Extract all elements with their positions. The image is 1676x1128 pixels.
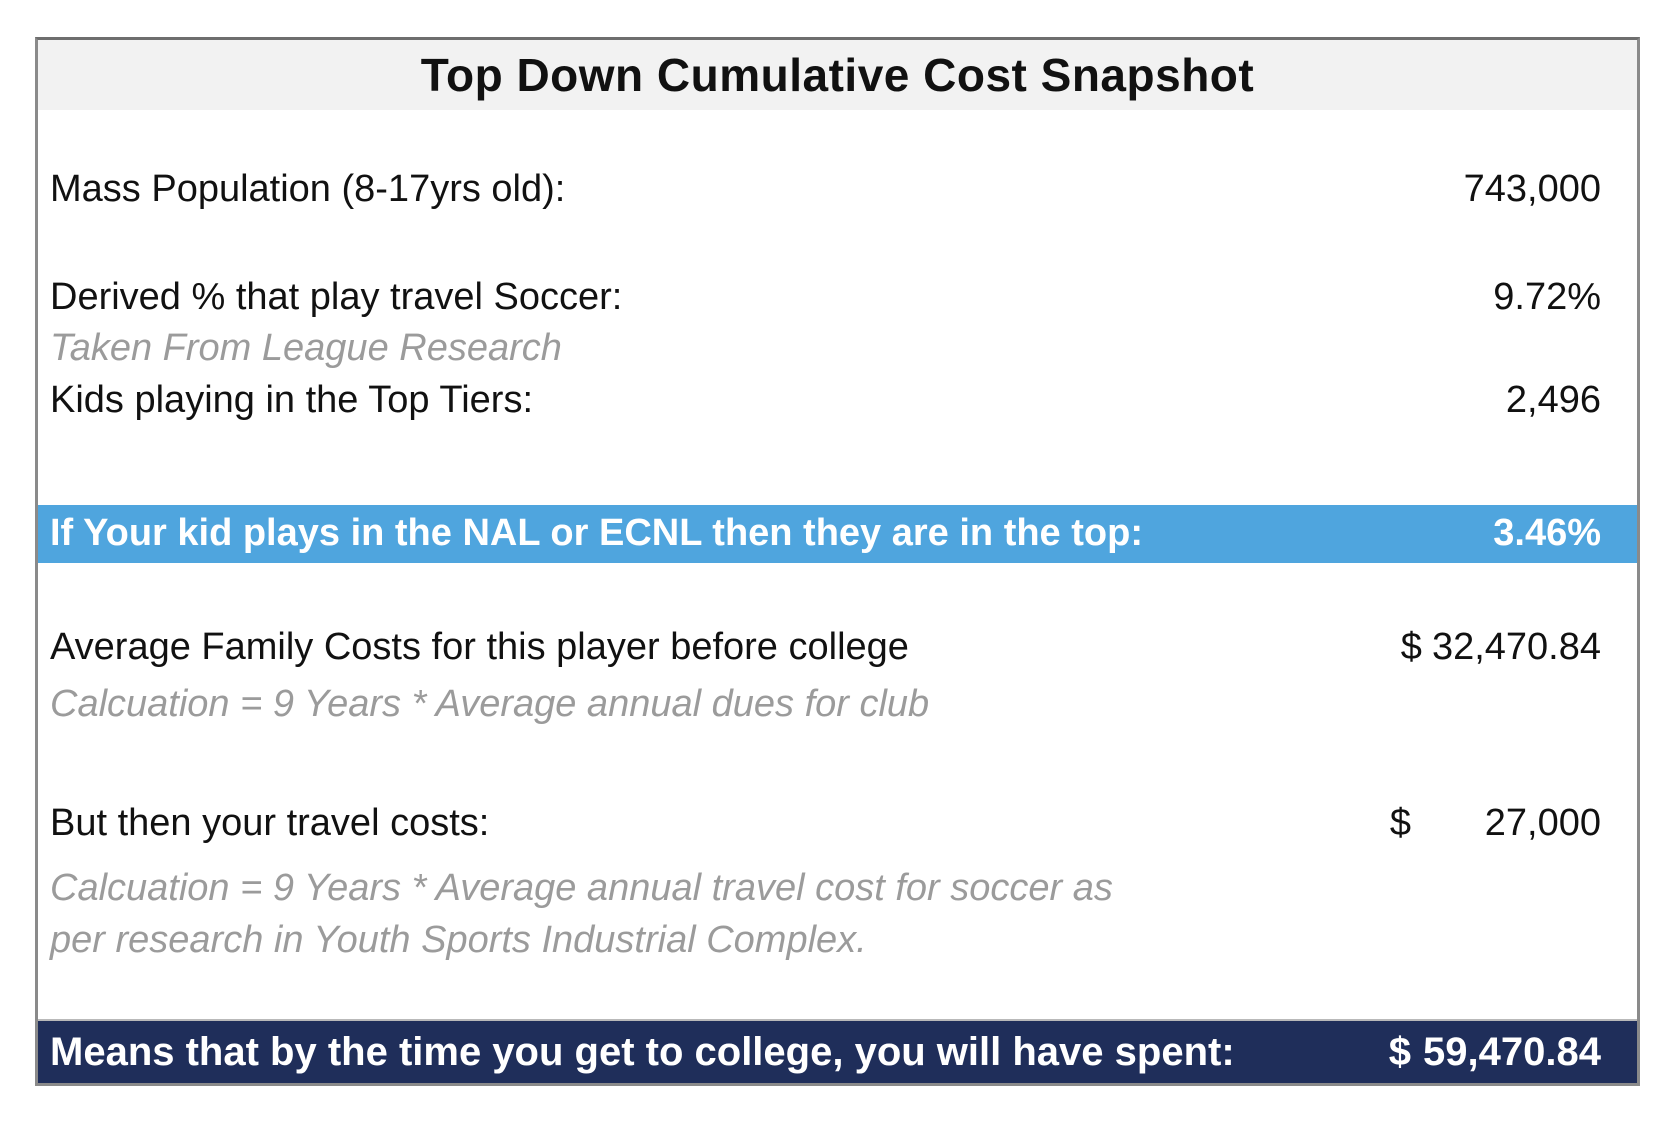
- mass-population-value: 743,000: [1463, 168, 1601, 211]
- row-derived-percent: Derived % that play travel Soccer: 9.72%: [38, 273, 1637, 323]
- cost-snapshot-table: Top Down Cumulative Cost Snapshot Mass P…: [35, 37, 1640, 1086]
- top-tiers-label: Kids playing in the Top Tiers:: [50, 379, 534, 422]
- derived-percent-value: 9.72%: [1493, 276, 1601, 319]
- family-costs-currency: $: [1400, 626, 1422, 669]
- highlight-label: If Your kid plays in the NAL or ECNL the…: [50, 512, 1143, 555]
- family-costs-label: Average Family Costs for this player bef…: [50, 626, 909, 669]
- mass-population-label: Mass Population (8-17yrs old):: [50, 168, 566, 211]
- travel-costs-currency: $: [1389, 802, 1411, 845]
- family-costs-note: Calcuation = 9 Years * Average annual du…: [50, 683, 930, 726]
- family-costs-amount: 32,470.84: [1431, 626, 1601, 669]
- derived-percent-label: Derived % that play travel Soccer:: [50, 276, 623, 319]
- row-total-spent: Means that by the time you get to colleg…: [38, 1019, 1637, 1083]
- derived-percent-note: Taken From League Research: [50, 327, 562, 370]
- travel-costs-amount: 27,000: [1484, 802, 1601, 845]
- row-travel-costs: But then your travel costs: $ 27,000: [38, 799, 1637, 849]
- top-tiers-value: 2,496: [1505, 379, 1601, 422]
- travel-costs-note-line1: Calcuation = 9 Years * Average annual tr…: [50, 867, 1113, 910]
- total-spent-currency: $: [1388, 1030, 1412, 1074]
- row-highlight-nal-ecnl: If Your kid plays in the NAL or ECNL the…: [38, 505, 1637, 563]
- row-top-tiers: Kids playing in the Top Tiers: 2,496: [38, 375, 1637, 427]
- highlight-value: 3.46%: [1493, 512, 1601, 555]
- table-title: Top Down Cumulative Cost Snapshot: [38, 40, 1637, 110]
- row-mass-population: Mass Population (8-17yrs old): 743,000: [38, 165, 1637, 215]
- family-costs-value: $ 32,470.84: [1401, 626, 1601, 670]
- table-title-text: Top Down Cumulative Cost Snapshot: [420, 49, 1255, 101]
- row-family-costs: Average Family Costs for this player bef…: [38, 623, 1637, 673]
- total-spent-label: Means that by the time you get to colleg…: [50, 1030, 1235, 1074]
- travel-costs-value: $ 27,000: [1390, 802, 1601, 846]
- total-spent-amount: 59,470.84: [1423, 1030, 1601, 1074]
- travel-costs-label: But then your travel costs:: [50, 802, 490, 845]
- total-spent-value: $ 59,470.84: [1389, 1029, 1601, 1075]
- travel-costs-note-line2: per research in Youth Sports Industrial …: [50, 919, 867, 962]
